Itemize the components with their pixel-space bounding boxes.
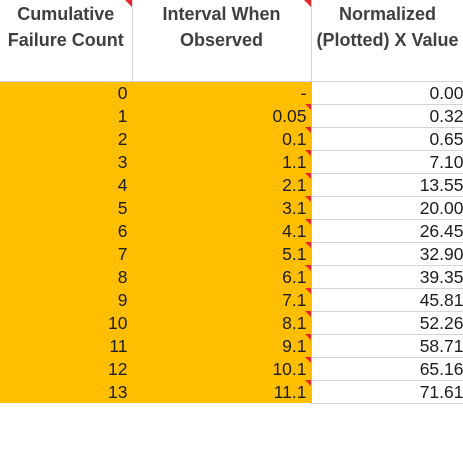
cell-normalized-x-value[interactable]: 65.16 xyxy=(311,357,463,381)
cell-cumulative-failure-count[interactable]: 11 xyxy=(0,334,133,357)
cell-value: 1.1 xyxy=(282,151,307,172)
cell-value: 4.1 xyxy=(282,220,307,241)
cell-interval-when-observed[interactable]: 6.1 xyxy=(132,265,312,288)
cell-normalized-x-value[interactable]: 39.35 xyxy=(311,265,463,289)
comment-indicator-icon[interactable] xyxy=(304,219,311,225)
cell-cumulative-failure-count[interactable]: 8 xyxy=(0,265,133,288)
cell-value: 9.1 xyxy=(282,335,307,356)
comment-indicator-icon[interactable] xyxy=(304,288,311,294)
cell-normalized-x-value[interactable]: 20.00 xyxy=(311,196,463,220)
table-row: 2 0.1 0.65 xyxy=(0,127,463,151)
comment-indicator-icon[interactable] xyxy=(304,173,311,179)
table-body: 0 -0.00 1 0.05 0.32 2 0.1 0.65 3 1.1 7.10 4 2.1 13.55… xyxy=(0,81,463,404)
cell-interval-when-observed[interactable]: 5.1 xyxy=(132,242,312,265)
cell-value: 8.1 xyxy=(282,312,307,333)
failure-table: Cumulative Failure Count Interval When O… xyxy=(0,0,463,404)
table-row: 9 7.1 45.81 xyxy=(0,288,463,312)
header-label: Cumulative Failure Count xyxy=(7,4,124,50)
cell-normalized-x-value[interactable]: 71.61 xyxy=(311,380,463,404)
cell-cumulative-failure-count[interactable]: 0 xyxy=(0,81,133,104)
comment-indicator-icon[interactable] xyxy=(304,265,311,271)
cell-value: 0.1 xyxy=(282,128,307,149)
comment-indicator-icon[interactable] xyxy=(304,196,311,202)
comment-indicator-icon[interactable] xyxy=(304,242,311,248)
cell-cumulative-failure-count[interactable]: 12 xyxy=(0,357,133,380)
header-label: Normalized (Plotted) X Value xyxy=(316,4,459,50)
cell-normalized-x-value[interactable]: 13.55 xyxy=(311,173,463,197)
cell-cumulative-failure-count[interactable]: 9 xyxy=(0,288,133,311)
comment-indicator-icon[interactable] xyxy=(304,150,311,156)
cell-normalized-x-value[interactable]: 0.00 xyxy=(311,81,463,105)
cell-normalized-x-value[interactable]: 45.81 xyxy=(311,288,463,312)
cell-cumulative-failure-count[interactable]: 5 xyxy=(0,196,133,219)
comment-indicator-icon[interactable] xyxy=(304,357,311,363)
cell-value: 2.1 xyxy=(282,174,307,195)
comment-indicator-icon[interactable] xyxy=(303,0,311,7)
cell-value: 11.1 xyxy=(273,381,307,402)
cell-interval-when-observed[interactable]: - xyxy=(132,81,312,104)
cell-interval-when-observed[interactable]: 10.1 xyxy=(132,357,312,380)
cell-cumulative-failure-count[interactable]: 3 xyxy=(0,150,133,173)
table-row: 8 6.1 39.35 xyxy=(0,265,463,289)
cell-normalized-x-value[interactable]: 0.32 xyxy=(311,104,463,128)
table-row: 10 8.1 52.26 xyxy=(0,311,463,335)
header-cumulative-failure-count[interactable]: Cumulative Failure Count xyxy=(0,0,133,82)
header-label: Interval When Observed xyxy=(162,4,281,50)
cell-normalized-x-value[interactable]: 26.45 xyxy=(311,219,463,243)
header-row: Cumulative Failure Count Interval When O… xyxy=(0,0,463,82)
header-normalized-x-value[interactable]: Normalized (Plotted) X Value xyxy=(311,0,463,82)
cell-value: 0.05 xyxy=(272,105,307,126)
comment-indicator-icon[interactable] xyxy=(304,334,311,340)
comment-indicator-icon[interactable] xyxy=(304,380,311,386)
cell-interval-when-observed[interactable]: 11.1 xyxy=(132,380,312,403)
cell-cumulative-failure-count[interactable]: 6 xyxy=(0,219,133,242)
table-row: 1 0.05 0.32 xyxy=(0,104,463,128)
table-row: 6 4.1 26.45 xyxy=(0,219,463,243)
cell-cumulative-failure-count[interactable]: 4 xyxy=(0,173,133,196)
cell-interval-when-observed[interactable]: 3.1 xyxy=(132,196,312,219)
cell-cumulative-failure-count[interactable]: 2 xyxy=(0,127,133,150)
table-row: 13 11.1 71.61 xyxy=(0,380,463,404)
cell-normalized-x-value[interactable]: 0.65 xyxy=(311,127,463,151)
comment-indicator-icon[interactable] xyxy=(304,127,311,133)
table-row: 0 -0.00 xyxy=(0,81,463,105)
cell-interval-when-observed[interactable]: 8.1 xyxy=(132,311,312,334)
cell-interval-when-observed[interactable]: 7.1 xyxy=(132,288,312,311)
table-row: 11 9.1 58.71 xyxy=(0,334,463,358)
table-row: 3 1.1 7.10 xyxy=(0,150,463,174)
cell-normalized-x-value[interactable]: 52.26 xyxy=(311,311,463,335)
cell-cumulative-failure-count[interactable]: 10 xyxy=(0,311,133,334)
cell-interval-when-observed[interactable]: 9.1 xyxy=(132,334,312,357)
cell-interval-when-observed[interactable]: 0.1 xyxy=(132,127,312,150)
table-row: 7 5.1 32.90 xyxy=(0,242,463,266)
cell-value: 5.1 xyxy=(282,243,307,264)
cell-interval-when-observed[interactable]: 0.05 xyxy=(132,104,312,127)
cell-value: - xyxy=(300,82,307,103)
comment-indicator-icon[interactable] xyxy=(304,104,311,110)
comment-indicator-icon[interactable] xyxy=(304,311,311,317)
cell-value: 7.1 xyxy=(282,289,307,310)
cell-value: 10.1 xyxy=(272,358,307,379)
cell-normalized-x-value[interactable]: 7.10 xyxy=(311,150,463,174)
table-row: 5 3.1 20.00 xyxy=(0,196,463,220)
cell-normalized-x-value[interactable]: 58.71 xyxy=(311,334,463,358)
cell-cumulative-failure-count[interactable]: 13 xyxy=(0,380,133,403)
table-row: 12 10.1 65.16 xyxy=(0,357,463,381)
cell-value: 6.1 xyxy=(282,266,307,287)
comment-indicator-icon[interactable] xyxy=(124,0,132,7)
cell-value: 3.1 xyxy=(282,197,307,218)
header-interval-when-observed[interactable]: Interval When Observed xyxy=(132,0,312,82)
cell-interval-when-observed[interactable]: 2.1 xyxy=(132,173,312,196)
cell-interval-when-observed[interactable]: 1.1 xyxy=(132,150,312,173)
table-row: 4 2.1 13.55 xyxy=(0,173,463,197)
cell-cumulative-failure-count[interactable]: 1 xyxy=(0,104,133,127)
cell-interval-when-observed[interactable]: 4.1 xyxy=(132,219,312,242)
cell-normalized-x-value[interactable]: 32.90 xyxy=(311,242,463,266)
cell-cumulative-failure-count[interactable]: 7 xyxy=(0,242,133,265)
